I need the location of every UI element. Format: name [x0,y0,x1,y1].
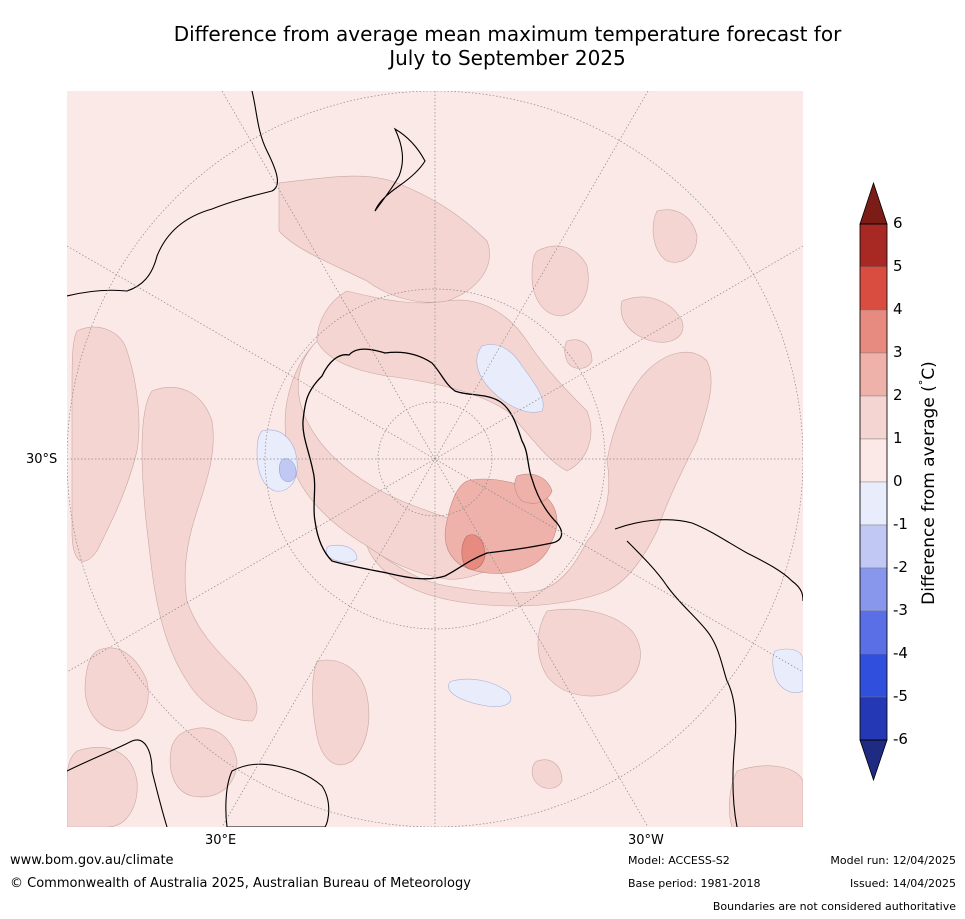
anomaly-region [169,727,238,798]
anomaly-region [71,326,140,562]
lat-label-30s: 30°S [26,452,58,467]
colorbar-frame [859,223,888,741]
anomaly-3-4-regions [461,534,486,570]
map-title: Difference from average mean maximum tem… [60,22,955,70]
colorbar-label-unit: C) [918,361,939,380]
colorbar-tick: 0 [893,472,903,490]
anomaly-1-2-regions [67,175,803,827]
colorbar-tick: 1 [893,429,903,447]
colorbar-tick: -2 [893,558,908,576]
anomaly-region [531,759,563,789]
colorbar-label-text: Difference from average ( [918,385,939,605]
graticule [67,91,803,827]
colorbar-block [859,524,888,569]
anomaly-region [312,659,370,766]
colorbar-block [859,696,888,741]
website-link[interactable]: www.bom.gov.au/climate [10,853,174,868]
anomaly-region [279,458,297,482]
anomaly-region [652,209,698,263]
anomaly-region [141,387,258,722]
title-line-2: July to September 2025 [389,46,626,70]
antarctica-coastline [302,348,563,580]
model-run-date: Model run: 12/04/2025 [830,854,956,867]
colorbar-tick: -3 [893,601,908,619]
madagascar-coastline [225,763,330,827]
anomaly-neg2-neg1-regions [279,458,297,482]
colorbar [859,181,888,782]
boundary-disclaimer: Boundaries are not considered authoritat… [712,900,956,913]
colorbar-block [859,653,888,698]
anomaly-region [772,648,803,693]
new-zealand-coastline [374,127,426,212]
lon-label-30e: 30°E [205,833,237,848]
title-line-1: Difference from average mean maximum tem… [173,22,842,46]
anomaly-region [531,245,589,317]
lon-label-30w: 30°W [628,833,664,848]
anomaly-region [448,678,512,707]
colorbar-block [859,223,888,268]
colorbar-tick: -1 [893,515,908,533]
model-name: Model: ACCESS-S2 [628,854,730,867]
colorbar-block [859,567,888,612]
colorbar-tick: 6 [893,214,903,232]
colorbar-block [859,266,888,311]
anomaly-region [278,175,490,303]
anomaly-region [67,747,138,827]
colorbar-block [859,309,888,354]
colorbar-tick: 4 [893,300,903,318]
anomaly-region [326,544,358,563]
africa-coastline [67,739,168,827]
anomaly-region [366,352,712,607]
anomaly-region [537,608,641,697]
anomaly-2-3-regions [444,473,558,574]
colorbar-over-arrow [859,181,888,225]
colorbar-label: Difference from average (°C) [917,361,939,605]
anomaly-region [461,534,486,570]
colorbar-tick: 5 [893,257,903,275]
anomaly-region [514,473,553,504]
anomaly-region [316,290,592,472]
colorbar-tick: -6 [893,730,908,748]
base-period: Base period: 1981-2018 [628,877,761,890]
colorbar-block [859,481,888,526]
graticule-circle [264,288,606,630]
polar-map [67,91,803,827]
colorbar-tick: -5 [893,687,908,705]
anomaly-region [564,339,593,369]
colorbar-block [859,395,888,440]
colorbar-block [859,438,888,483]
colorbar-tick: -4 [893,644,908,662]
issued-date: Issued: 14/04/2025 [849,877,956,890]
anomaly-region [728,765,803,827]
colorbar-tick: 2 [893,386,903,404]
colorbar-block [859,352,888,397]
colorbar-label-degree: ° [917,379,931,386]
anomaly-region [84,647,149,732]
south-america-coastline [614,519,803,827]
colorbar-under-arrow [859,739,888,782]
colorbar-tick: 3 [893,343,903,361]
colorbar-block [859,610,888,655]
copyright-notice: © Commonwealth of Australia 2025, Austra… [10,876,471,891]
anomaly-region [476,344,544,413]
australia-coastline [67,91,278,297]
anomaly-region [620,296,684,343]
